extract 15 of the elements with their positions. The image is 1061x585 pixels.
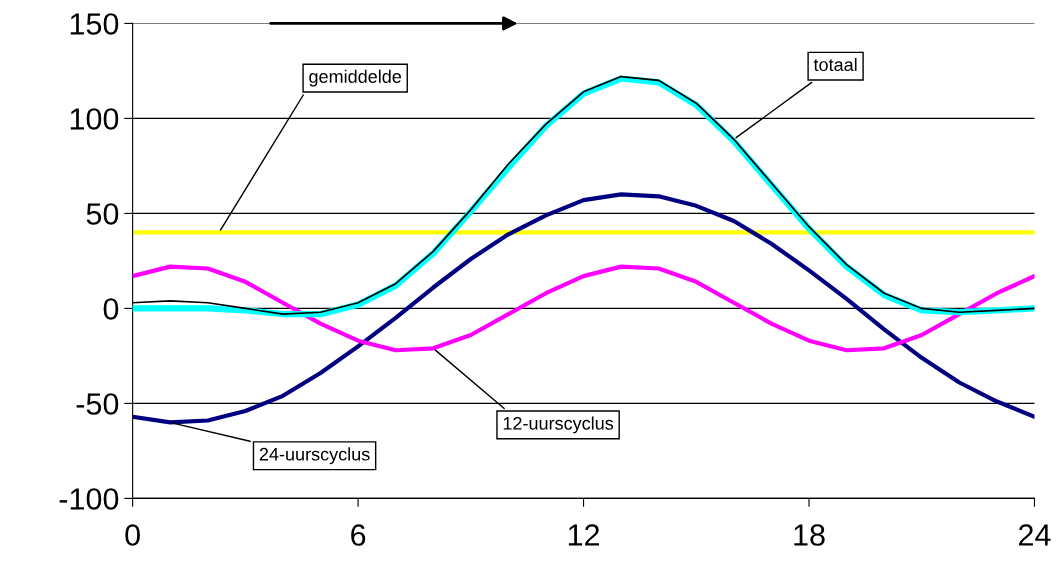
ref-line-label: gemiddelde xyxy=(309,69,402,87)
y-tick-label: 100 xyxy=(70,108,119,130)
y-tick-label: -100 xyxy=(59,488,119,510)
text: totaal xyxy=(813,57,857,72)
x-tick-label: 18 xyxy=(794,524,825,546)
text: 12-uurscyclus xyxy=(503,416,614,434)
y-tick-label: -50 xyxy=(76,393,119,415)
x-tick-label: 0 xyxy=(125,524,140,546)
x-tick-label: 12 xyxy=(568,524,600,546)
x-tick-label: 6 xyxy=(351,524,366,546)
text: 24-uurscyclus xyxy=(259,447,370,465)
y-tick-label: 150 xyxy=(70,13,119,35)
x-tick-label: 24 xyxy=(1019,524,1051,546)
y-tick-label: 50 xyxy=(86,203,119,225)
y-tick-label: 0 xyxy=(103,298,119,320)
